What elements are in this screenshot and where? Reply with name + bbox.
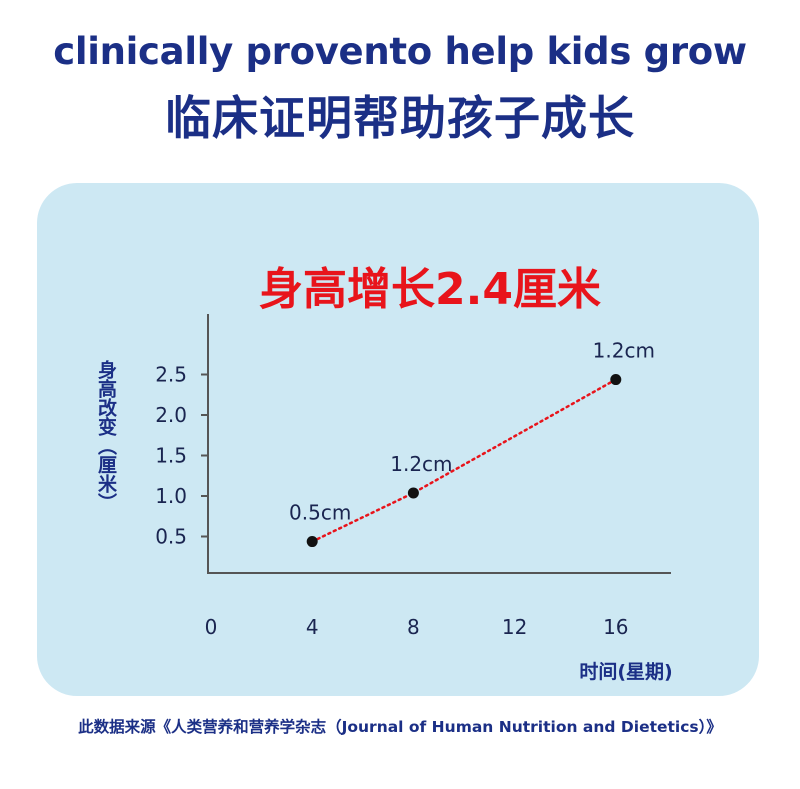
source-note: 此数据来源《人类营养和营养学杂志（Journal of Human Nutrit… <box>0 715 800 737</box>
data-series: 0.5cm 1.2cm 1.2cm <box>289 339 655 548</box>
x-tick-label: 4 <box>306 615 319 639</box>
x-ticks: 0 4 8 12 16 <box>205 615 629 639</box>
data-label: 1.2cm <box>390 452 452 476</box>
data-point <box>408 487 419 498</box>
series-connector-line <box>312 380 616 542</box>
data-label: 1.2cm <box>593 339 655 363</box>
data-label: 0.5cm <box>289 501 351 525</box>
y-ticks: 0.5 1.0 1.5 2.0 2.5 <box>155 363 208 549</box>
y-axis-label: 身高改变（厘米） <box>95 359 117 512</box>
chart-title: 身高增长2.4厘米 <box>259 264 601 315</box>
data-point <box>610 374 621 385</box>
x-tick-label: 8 <box>407 615 420 639</box>
y-tick-label: 2.0 <box>155 403 187 427</box>
x-tick-label: 0 <box>205 615 218 639</box>
y-tick-label: 0.5 <box>155 525 187 549</box>
x-tick-label: 16 <box>603 615 628 639</box>
x-tick-label: 12 <box>502 615 527 639</box>
y-tick-label: 1.5 <box>155 444 187 468</box>
y-tick-label: 1.0 <box>155 484 187 508</box>
y-tick-label: 2.5 <box>155 363 187 387</box>
x-axis-label: 时间(星期) <box>579 661 672 683</box>
data-point <box>307 536 318 547</box>
